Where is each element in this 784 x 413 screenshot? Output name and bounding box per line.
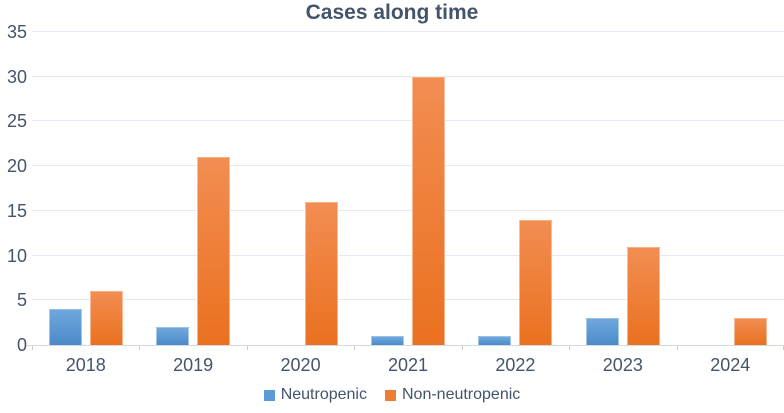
legend-item-neutropenic: Neutropenic xyxy=(263,386,367,404)
bar-group-2024 xyxy=(677,32,784,345)
chart-title: Cases along time xyxy=(305,1,479,24)
bar-neutropenic-2023 xyxy=(585,318,619,345)
bar-non-neutropenic-2024 xyxy=(734,318,768,345)
x-axis-label: 2020 xyxy=(280,355,321,375)
tick-mark xyxy=(676,346,678,350)
bar-group-2019 xyxy=(139,32,246,345)
gridline xyxy=(32,75,784,77)
x-axis-label: 2019 xyxy=(173,355,214,375)
x-axis-label: 2024 xyxy=(710,355,751,375)
gridline xyxy=(32,299,784,301)
x-axis-labels: 2018 2019 2020 2021 2022 2023 2024 xyxy=(32,352,784,378)
x-axis-ticks xyxy=(32,346,784,351)
bar-neutropenic-2018 xyxy=(48,309,82,345)
x-axis-label: 2023 xyxy=(602,355,643,375)
bar-group-2023 xyxy=(569,32,676,345)
bar-group-2021 xyxy=(354,32,461,345)
bar-neutropenic-2019 xyxy=(156,327,190,345)
bar-non-neutropenic-2022 xyxy=(519,219,553,345)
bar-neutropenic-2021 xyxy=(370,336,404,345)
bar-groups xyxy=(32,32,784,345)
legend-swatch-non-neutropenic xyxy=(384,389,396,401)
y-axis-label: 20 xyxy=(6,156,27,177)
tick-mark xyxy=(246,346,248,350)
legend-label-neutropenic: Neutropenic xyxy=(280,386,367,403)
tick-mark xyxy=(139,346,141,350)
gridline xyxy=(32,209,784,211)
gridline xyxy=(32,120,784,122)
gridline xyxy=(32,165,784,167)
y-axis-label: 15 xyxy=(6,200,27,221)
tick-mark xyxy=(569,346,571,350)
x-axis-label: 2018 xyxy=(65,355,106,375)
bar-group-2022 xyxy=(462,32,569,345)
bar-group-2018 xyxy=(32,32,139,345)
tick-mark xyxy=(32,346,33,350)
gridline xyxy=(32,31,784,32)
y-axis-label: 30 xyxy=(6,66,27,87)
plot-area xyxy=(32,31,784,345)
y-axis-label: 0 xyxy=(16,335,27,355)
y-axis-label: 25 xyxy=(6,111,27,132)
x-axis-line xyxy=(27,345,784,346)
tick-mark xyxy=(461,346,463,350)
bar-non-neutropenic-2019 xyxy=(197,157,231,345)
gridline xyxy=(32,254,784,256)
bar-non-neutropenic-2018 xyxy=(89,291,123,345)
y-axis-label: 10 xyxy=(6,245,27,266)
legend-item-non-neutropenic: Non-neutropenic xyxy=(384,386,521,404)
legend: Neutropenic Non-neutropenic xyxy=(0,386,784,404)
x-axis-label: 2021 xyxy=(387,355,428,375)
legend-label-non-neutropenic: Non-neutropenic xyxy=(401,386,521,403)
legend-swatch-neutropenic xyxy=(263,389,275,401)
bar-non-neutropenic-2021 xyxy=(411,76,445,345)
bar-group-2020 xyxy=(247,32,354,345)
bar-non-neutropenic-2020 xyxy=(304,201,338,345)
y-axis: 0 5 10 15 20 25 30 35 xyxy=(0,23,27,354)
y-axis-label: 35 xyxy=(6,22,27,42)
bar-non-neutropenic-2023 xyxy=(626,246,660,345)
y-axis-label: 5 xyxy=(16,290,27,311)
tick-mark xyxy=(354,346,356,350)
bar-neutropenic-2022 xyxy=(478,336,512,345)
x-axis-label: 2022 xyxy=(495,355,536,375)
